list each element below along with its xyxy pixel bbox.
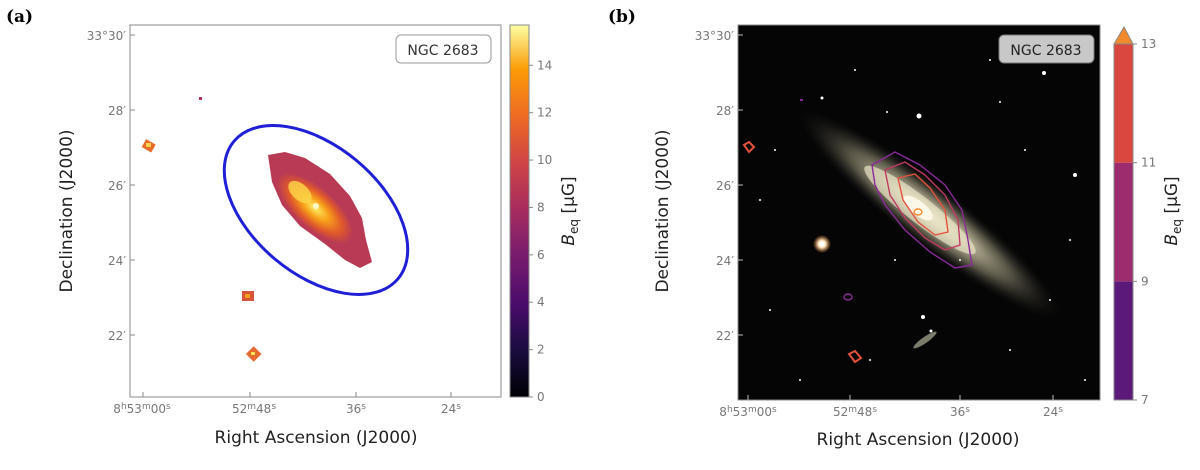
panel-a-ra-tick-labels: 8h53m00s 52m48s 36s 24s [113,402,461,416]
panel-b: (b) [608,7,1184,450]
colorbar-tick-label: 8 [537,200,545,214]
compact-sources [141,97,262,362]
colorbar-tick-label: 13 [1141,37,1156,51]
ra-tick-label: 24s [441,402,461,416]
object-label: NGC 2683 [1010,43,1081,59]
dec-tick-label: 26′ [108,179,126,193]
stars [759,59,1086,381]
panel-b-plot-frame [737,24,1101,401]
panel-a: (a) NGC 2683 [6,7,581,448]
ra-tick-label: 36s [950,405,970,419]
panel-b-ticks [738,34,1054,400]
panel-a-label: (a) [6,7,33,27]
dec-tick-label: 33°30′ [87,29,127,43]
dec-tick-label: 22′ [108,329,126,343]
colorbar-a-gradient [509,24,530,398]
colorbar-b-label: Beq [μG] [1162,176,1184,245]
ra-tick-label: 24s [1043,405,1063,419]
colorbar-tick-label: 9 [1141,274,1149,288]
galaxy-ellipse [222,124,410,296]
panel-a-dec-tick-labels: 33°30′ 28′ 26′ 24′ 22′ [87,29,127,343]
panel-b-dec-tick-labels: 33°30′ 28′ 26′ 24′ 22′ [695,29,735,343]
colorbar-tick-label: 6 [537,248,545,262]
panel-a-ticks [130,34,452,397]
colorbar-tick-label: 7 [1141,393,1149,407]
x-axis-label: Right Ascension (J2000) [817,430,1020,450]
colorbar-tick-label: 0 [537,390,545,404]
colorbar-band [1114,162,1133,282]
ra-tick-label: 8h53m00s [719,405,777,419]
colorbar-tick-label: 10 [537,153,552,167]
colorbar-a-ticks: 0 2 4 6 8 10 12 14 [529,58,552,404]
dec-tick-label: 24′ [108,254,126,268]
colorbar-b-ticks: 7 9 11 13 [1133,37,1156,407]
field-contours [742,99,973,364]
panel-b-label: (b) [608,7,636,27]
colorbar-a-label: Beq [μG] [559,176,581,245]
object-label-box [998,34,1095,64]
panel-b-ra-tick-labels: 8h53m00s 52m48s 36s 24s [719,405,1063,419]
colorbar-band [1114,44,1133,163]
optical-image: NGC 2683 [738,25,1100,400]
object-label: NGC 2683 [407,43,478,59]
dec-tick-label: 28′ [716,104,734,118]
colorbar-b-bands [1113,43,1134,401]
colorbar-a: 0 2 4 6 8 10 12 14 Beq [μG] [509,24,581,404]
y-axis-label: Declination (J2000) [653,129,673,292]
ra-tick-label: 52m48s [833,405,877,419]
object-label-box [395,34,492,64]
colorbar-b: 7 9 11 13 Beq [μG] [1113,25,1184,407]
colorbar-tick-label: 14 [537,58,552,72]
dec-tick-label: 22′ [716,329,734,343]
dec-tick-label: 28′ [108,104,126,118]
colorbar-tick-label: 2 [537,343,545,357]
colorbar-band [1114,281,1133,400]
dec-tick-label: 24′ [716,254,734,268]
dec-tick-label: 33°30′ [695,29,735,43]
magnetic-field-map [268,152,372,268]
colorbar-tick-label: 11 [1141,156,1156,170]
y-axis-label: Declination (J2000) [57,129,77,292]
ra-tick-label: 8h53m00s [113,402,171,416]
ra-tick-label: 36s [346,402,366,416]
colorbar-tick-label: 4 [537,295,545,309]
ra-tick-label: 52m48s [232,402,276,416]
colorbar-tick-label: 12 [537,106,552,120]
x-axis-label: Right Ascension (J2000) [215,428,418,448]
colorbar-b-extend-arrow [1113,25,1134,45]
dec-tick-label: 26′ [716,179,734,193]
